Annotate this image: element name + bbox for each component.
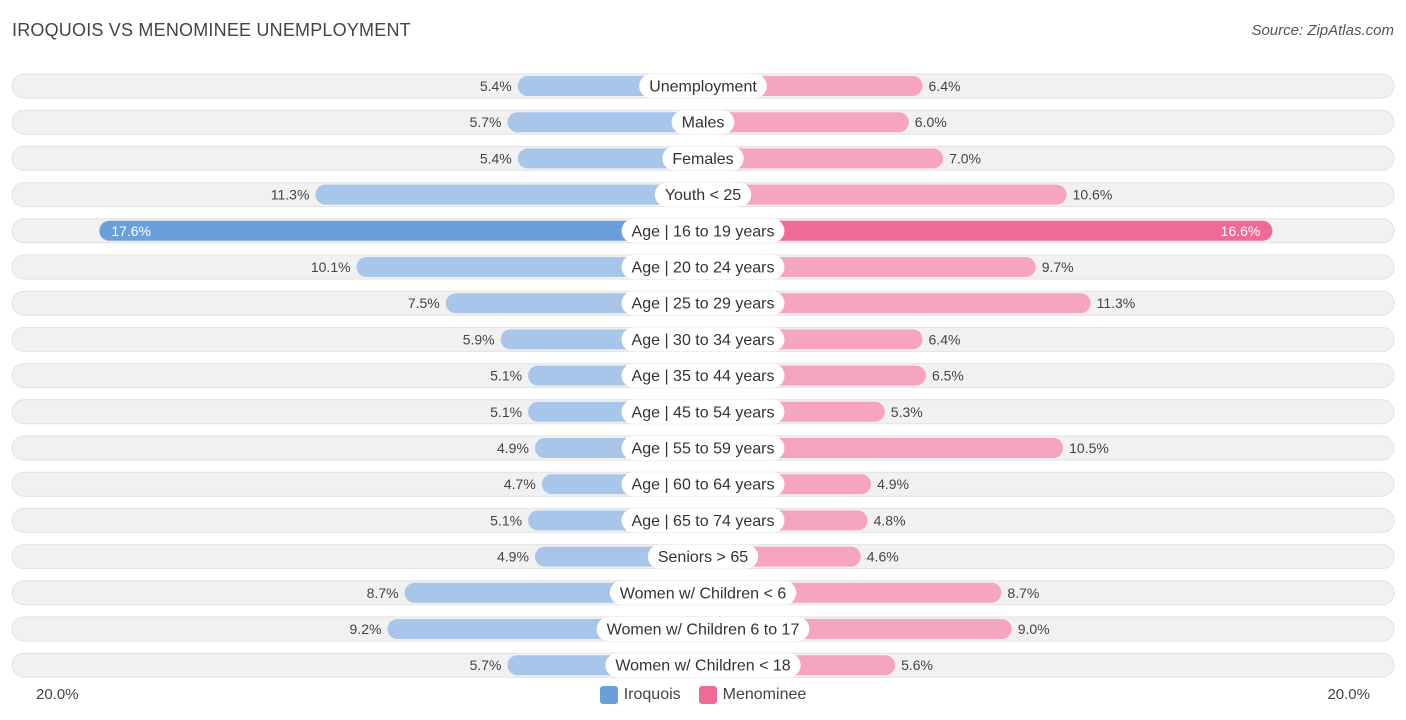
bar-iroquois-females <box>517 148 703 169</box>
value-label-iroquois-youth-25: 11.3% <box>271 187 310 203</box>
category-pill-females <box>662 146 744 171</box>
legend-swatch-menominee <box>698 686 717 704</box>
category-label-age-30-to-34-years: Age | 30 to 34 years <box>632 332 775 349</box>
bar-iroquois-age-16-to-19-years <box>99 220 703 241</box>
value-label-menominee-seniors-65: 4.6% <box>867 549 899 565</box>
category-label-males: Males <box>682 115 725 132</box>
category-pill-age-55-to-59-years <box>621 436 785 460</box>
category-pill-age-30-to-34-years <box>621 327 785 352</box>
category-pill-youth-25 <box>654 182 752 207</box>
value-label-iroquois-age-60-to-64-years: 4.7% <box>504 476 536 492</box>
value-label-menominee-age-25-to-29-years: 11.3% <box>1097 295 1136 311</box>
value-label-menominee-age-60-to-64-years: 4.9% <box>877 476 909 492</box>
axis-left-label: 20.0% <box>36 686 79 703</box>
value-label-iroquois-women-w-children-18: 5.7% <box>470 657 502 673</box>
category-pill-age-45-to-54-years <box>621 399 785 424</box>
category-pill-age-25-to-29-years <box>621 291 785 316</box>
category-pill-unemployment <box>639 74 767 98</box>
category-pill-age-65-to-74-years <box>621 508 785 533</box>
category-label-females: Females <box>672 151 733 168</box>
value-label-iroquois-age-55-to-59-years: 4.9% <box>497 440 529 456</box>
value-label-iroquois-females: 5.4% <box>480 150 512 166</box>
bar-menominee-females <box>703 148 944 169</box>
category-pill-age-20-to-24-years <box>621 255 785 279</box>
category-label-age-35-to-44-years: Age | 35 to 44 years <box>632 368 775 385</box>
category-label-age-60-to-64-years: Age | 60 to 64 years <box>632 477 775 494</box>
value-label-iroquois-age-20-to-24-years: 10.1% <box>311 259 351 275</box>
value-label-menominee-males: 6.0% <box>915 114 947 130</box>
value-label-menominee-age-35-to-44-years: 6.5% <box>932 368 964 384</box>
category-label-age-55-to-59-years: Age | 55 to 59 years <box>632 441 775 458</box>
value-label-menominee-age-30-to-34-years: 6.4% <box>929 331 961 347</box>
value-label-iroquois-women-w-children-6: 8.7% <box>367 585 399 601</box>
category-label-women-w-children-6: Women w/ Children < 6 <box>620 585 787 602</box>
category-label-women-w-children-6-to-17: Women w/ Children 6 to 17 <box>607 622 800 639</box>
value-label-menominee-females: 7.0% <box>949 150 981 166</box>
value-label-iroquois-women-w-children-6-to-17: 9.2% <box>350 621 382 637</box>
category-label-age-16-to-19-years: Age | 16 to 19 years <box>632 223 775 240</box>
value-label-menominee-unemployment: 6.4% <box>929 78 961 94</box>
category-label-youth-25: Youth < 25 <box>665 187 741 204</box>
value-label-menominee-women-w-children-18: 5.6% <box>901 657 933 673</box>
category-label-seniors-65: Seniors > 65 <box>658 549 748 566</box>
category-pill-age-16-to-19-years <box>621 218 785 243</box>
value-label-iroquois-age-30-to-34-years: 5.9% <box>463 331 495 347</box>
legend-item-menominee[interactable]: Menominee <box>698 686 807 704</box>
legend: Iroquois Menominee <box>0 686 1406 704</box>
category-label-age-25-to-29-years: Age | 25 to 29 years <box>632 296 775 313</box>
value-label-iroquois-age-35-to-44-years: 5.1% <box>490 368 522 384</box>
category-pill-age-60-to-64-years <box>621 472 785 497</box>
value-label-iroquois-age-25-to-29-years: 7.5% <box>408 295 440 311</box>
category-pill-seniors-65 <box>647 544 759 569</box>
value-label-iroquois-males: 5.7% <box>470 114 502 130</box>
bar-menominee-age-20-to-24-years <box>703 257 1036 277</box>
category-pill-women-w-children-6 <box>609 580 797 605</box>
axis-right-label: 20.0% <box>1327 686 1370 703</box>
bar-iroquois-males <box>507 112 703 133</box>
bar-menominee-age-16-to-19-years <box>703 220 1273 241</box>
bar-iroquois-youth-25 <box>315 184 703 205</box>
category-pill-males <box>671 110 735 135</box>
legend-item-iroquois[interactable]: Iroquois <box>599 686 681 704</box>
category-label-unemployment: Unemployment <box>649 79 757 96</box>
bar-menominee-age-55-to-59-years <box>703 438 1064 458</box>
value-label-menominee-women-w-children-6-to-17: 9.0% <box>1018 621 1050 637</box>
category-pill-women-w-children-18 <box>605 653 801 678</box>
value-label-menominee-age-16-to-19-years: 16.6% <box>1221 223 1261 239</box>
value-label-menominee-age-55-to-59-years: 10.5% <box>1069 440 1109 456</box>
value-label-iroquois-age-65-to-74-years: 5.1% <box>490 512 522 528</box>
bar-iroquois-age-20-to-24-years <box>356 257 703 277</box>
chart-title: IROQUOIS VS MENOMINEE UNEMPLOYMENT <box>12 20 411 40</box>
category-label-age-45-to-54-years: Age | 45 to 54 years <box>632 404 775 421</box>
value-label-menominee-age-20-to-24-years: 9.7% <box>1042 259 1074 275</box>
value-label-iroquois-seniors-65: 4.9% <box>497 549 529 565</box>
value-label-menominee-youth-25: 10.6% <box>1073 187 1113 203</box>
category-pill-women-w-children-6-to-17 <box>596 617 810 641</box>
bar-menominee-youth-25 <box>703 184 1067 205</box>
bar-menominee-age-25-to-29-years <box>703 293 1091 314</box>
category-label-age-65-to-74-years: Age | 65 to 74 years <box>632 513 775 530</box>
legend-label-iroquois: Iroquois <box>623 686 681 703</box>
source-label: Source: ZipAtlas.com <box>1251 22 1394 39</box>
bar-menominee-males <box>703 112 909 133</box>
legend-label-menominee: Menominee <box>722 686 807 703</box>
value-label-iroquois-age-16-to-19-years: 17.6% <box>111 223 151 239</box>
value-label-menominee-age-45-to-54-years: 5.3% <box>891 404 923 420</box>
value-label-iroquois-age-45-to-54-years: 5.1% <box>490 404 522 420</box>
category-label-age-20-to-24-years: Age | 20 to 24 years <box>632 260 775 277</box>
category-pill-age-35-to-44-years <box>621 363 785 388</box>
value-label-iroquois-unemployment: 5.4% <box>480 78 512 94</box>
value-label-menominee-women-w-children-6: 8.7% <box>1007 585 1039 601</box>
value-label-menominee-age-65-to-74-years: 4.8% <box>874 512 906 528</box>
category-label-women-w-children-18: Women w/ Children < 18 <box>615 658 790 675</box>
legend-swatch-iroquois <box>599 686 618 704</box>
chart-area: Unemployment 5.4% 6.4% Males 5.7% 6.0% Females… <box>11 73 1395 678</box>
